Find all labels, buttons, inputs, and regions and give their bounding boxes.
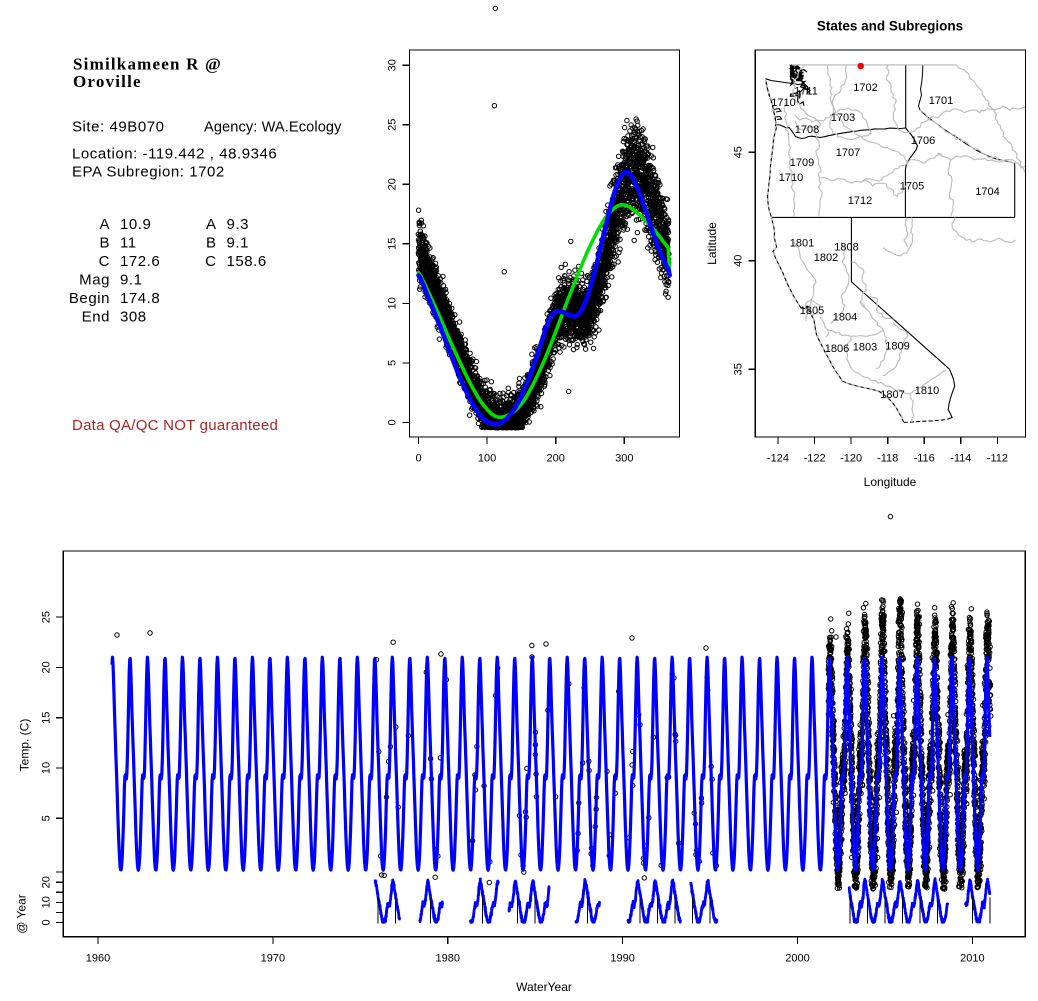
svg-text:0: 0 [387, 419, 399, 425]
svg-text:1805: 1805 [800, 305, 824, 317]
svg-text:1708: 1708 [795, 124, 819, 136]
svg-text:1802: 1802 [814, 252, 838, 264]
svg-text:1804: 1804 [833, 312, 857, 324]
svg-text:9.1: 9.1 [227, 235, 250, 252]
svg-text:1980: 1980 [436, 953, 460, 965]
svg-text:1970: 1970 [261, 953, 285, 965]
svg-text:-122: -122 [804, 453, 826, 465]
svg-text:1960: 1960 [86, 953, 110, 965]
svg-text:1702: 1702 [853, 82, 877, 94]
svg-text:States and Subregions: States and Subregions [817, 19, 963, 34]
svg-text:1710: 1710 [771, 97, 795, 109]
svg-text:20: 20 [41, 876, 53, 888]
svg-text:EPA Subregion: 1702: EPA Subregion: 1702 [72, 164, 225, 181]
svg-text:1807: 1807 [880, 389, 904, 401]
svg-text:A: A [99, 216, 110, 233]
svg-text:300: 300 [615, 453, 633, 465]
svg-text:1712: 1712 [848, 195, 872, 207]
svg-text:20: 20 [387, 178, 399, 190]
svg-text:-114: -114 [950, 453, 971, 465]
svg-text:0: 0 [41, 919, 53, 925]
svg-text:1810: 1810 [915, 385, 939, 397]
svg-text:@ Year: @ Year [15, 894, 29, 934]
svg-text:100: 100 [478, 453, 496, 465]
svg-text:25: 25 [41, 611, 53, 623]
svg-text:Similkameen R @: Similkameen R @ [73, 55, 222, 74]
svg-text:-120: -120 [840, 453, 862, 465]
svg-text:40: 40 [733, 255, 745, 267]
svg-text:2010: 2010 [960, 953, 984, 965]
svg-text:Oroville: Oroville [73, 72, 142, 91]
svg-text:1704: 1704 [975, 186, 999, 198]
svg-text:Longitude: Longitude [864, 475, 917, 489]
svg-text:1801: 1801 [790, 238, 814, 250]
svg-text:B: B [206, 235, 217, 252]
svg-text:1803: 1803 [853, 342, 877, 354]
svg-text:5: 5 [387, 360, 399, 366]
svg-text:10: 10 [41, 896, 53, 908]
svg-text:-118: -118 [877, 453, 898, 465]
svg-text:Location: -119.442 , 48.9346: Location: -119.442 , 48.9346 [72, 146, 277, 163]
svg-text:WaterYear: WaterYear [516, 980, 572, 994]
svg-text:Latitude: Latitude [705, 222, 719, 265]
svg-text:35: 35 [733, 363, 745, 375]
svg-text:20: 20 [41, 661, 53, 673]
svg-text:Mag: Mag [79, 272, 110, 289]
svg-text:Begin: Begin [69, 290, 110, 307]
svg-text:B: B [99, 235, 110, 252]
svg-text:1990: 1990 [610, 953, 634, 965]
svg-text:1806: 1806 [825, 343, 849, 355]
svg-text:Site: 49B070: Site: 49B070 [72, 119, 165, 136]
svg-text:1709: 1709 [790, 157, 814, 169]
svg-text:172.6: 172.6 [120, 253, 160, 270]
svg-text:1707: 1707 [836, 147, 860, 159]
svg-text:15: 15 [387, 238, 399, 250]
svg-text:10: 10 [387, 297, 399, 309]
svg-text:1703: 1703 [831, 112, 855, 124]
svg-text:30: 30 [387, 59, 399, 71]
svg-text:1710: 1710 [779, 172, 803, 184]
svg-text:10: 10 [41, 762, 53, 774]
svg-text:45: 45 [733, 146, 745, 158]
svg-text:2000: 2000 [785, 953, 809, 965]
svg-text:C: C [205, 253, 216, 270]
svg-text:308: 308 [120, 309, 147, 326]
svg-text:15: 15 [41, 712, 53, 724]
svg-text:End: End [82, 309, 110, 326]
svg-text:11: 11 [120, 235, 137, 252]
svg-text:1711: 1711 [794, 86, 818, 98]
svg-text:Data QA/QC NOT guaranteed: Data QA/QC NOT guaranteed [72, 417, 278, 434]
svg-text:200: 200 [547, 453, 565, 465]
svg-text:9.1: 9.1 [120, 272, 143, 289]
svg-text:25: 25 [387, 119, 399, 131]
svg-text:174.8: 174.8 [120, 290, 160, 307]
svg-text:C: C [99, 253, 110, 270]
svg-text:Agency: WA.Ecology: Agency: WA.Ecology [204, 120, 342, 136]
svg-text:158.6: 158.6 [227, 253, 267, 270]
svg-text:-124: -124 [767, 453, 789, 465]
svg-text:0: 0 [415, 453, 421, 465]
svg-text:1706: 1706 [911, 135, 935, 147]
svg-text:-112: -112 [987, 453, 1008, 465]
svg-text:10.9: 10.9 [120, 216, 151, 233]
svg-text:9.3: 9.3 [227, 216, 250, 233]
svg-text:5: 5 [41, 815, 53, 821]
svg-text:A: A [206, 216, 217, 233]
svg-text:1808: 1808 [834, 242, 858, 254]
svg-text:1705: 1705 [900, 181, 924, 193]
svg-text:1701: 1701 [929, 95, 953, 107]
svg-text:1809: 1809 [885, 341, 909, 353]
svg-text:-116: -116 [914, 453, 935, 465]
svg-text:Temp. (C): Temp. (C) [18, 719, 32, 772]
